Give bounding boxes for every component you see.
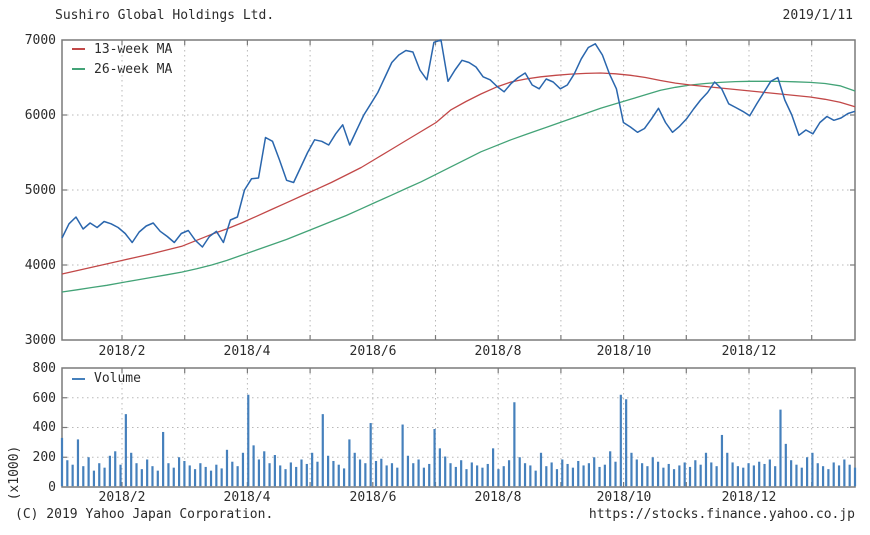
vol-x-tick-label-dec: 2018/12 [721,490,777,505]
volume-legend-marker [72,378,85,380]
vol-tick-label-800: 800 [32,361,56,376]
vol-tick-label-400: 400 [32,420,56,435]
volume-legend-label: Volume [94,371,141,386]
x-tick-label-oct: 2018/10 [596,344,652,359]
as-of-date: 2019/1/11 [782,8,853,23]
y-tick-label-5000: 5000 [24,183,56,198]
price-line [61,39,856,248]
x-tick-label-apr: 2018/4 [223,344,271,359]
ma13-legend-label: 13-week MA [94,42,173,57]
x-tick-label-jun: 2018/6 [349,344,397,359]
x-tick-label-dec: 2018/12 [721,344,777,359]
copyright-text: (C) 2019 Yahoo Japan Corporation. [15,507,274,522]
ma26-legend-marker [72,68,85,70]
ma26-legend-label: 26-week MA [94,62,173,77]
vol-x-tick-label-aug: 2018/8 [474,490,522,505]
source-url: https://stocks.finance.yahoo.co.jp [588,507,855,522]
vol-x-tick-label-apr: 2018/4 [223,490,271,505]
vol-x-tick-label-jun: 2018/6 [349,490,397,505]
x-tick-label-feb: 2018/2 [98,344,146,359]
ma13-line [61,72,856,275]
y-tick-label-3000: 3000 [24,333,56,348]
y-tick-label-6000: 6000 [24,108,56,123]
chart-title: Sushiro Global Holdings Ltd. [55,8,275,23]
x-tick-label-aug: 2018/8 [474,344,522,359]
ma26-line [61,80,856,293]
y-tick-label-7000: 7000 [24,33,56,48]
vol-tick-label-0: 0 [48,480,56,495]
y-tick-label-4000: 4000 [24,258,56,273]
ma13-legend-marker [72,48,85,50]
vol-tick-label-600: 600 [32,391,56,406]
vol-x-tick-label-feb: 2018/2 [98,490,146,505]
vol-x-tick-label-oct: 2018/10 [596,490,652,505]
vol-tick-label-200: 200 [32,450,56,465]
